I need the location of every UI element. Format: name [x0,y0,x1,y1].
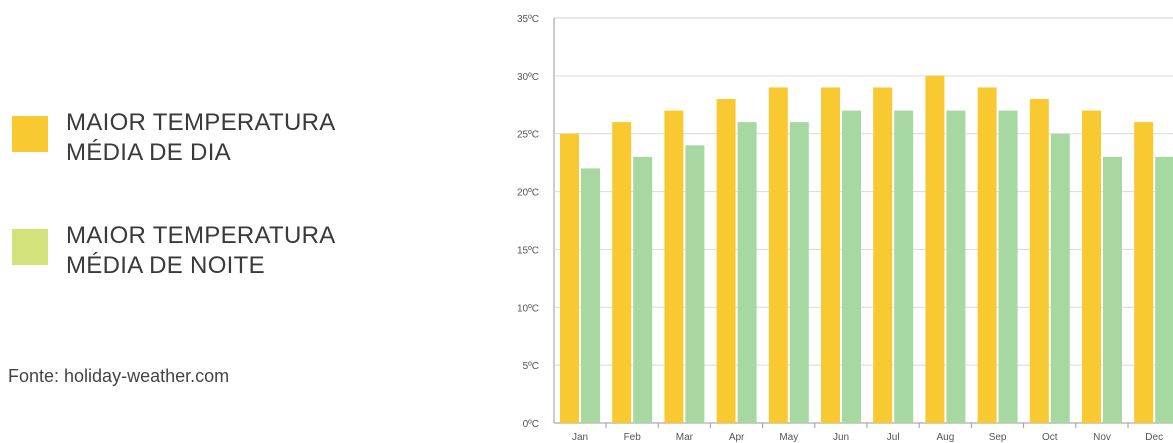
bar [998,110,1018,424]
legend: MAIOR TEMPERATURA MÉDIA DE DIA MAIOR TEM… [12,108,432,334]
bar [1029,99,1049,423]
y-tick-label: 0ºC [523,419,539,430]
legend-swatch-night [12,229,48,265]
legend-label-day: MAIOR TEMPERATURA MÉDIA DE DIA [66,108,336,168]
temperature-bar-chart: 0ºC 5ºC 10ºC 15ºC 20ºC 25ºC 30ºC 35ºC Jan Feb Mar A… [517,14,1173,443]
x-tick-label: Mar [676,432,694,443]
bar [768,87,788,423]
bar [1050,133,1070,423]
legend-item-night: MAIOR TEMPERATURA MÉDIA DE NOITE [12,221,432,281]
source-note: Fonte: holiday-weather.com [8,366,230,386]
bar [633,156,653,423]
legend-label-night-line1: MAIOR TEMPERATURA [66,222,336,249]
legend-label-night: MAIOR TEMPERATURA MÉDIA DE NOITE [66,221,336,281]
bar [716,99,736,423]
x-tick-label: Aug [937,432,955,443]
x-tick-label: Oct [1042,432,1058,443]
bar [1134,122,1154,424]
legend-label-night-line2: MÉDIA DE NOITE [66,252,265,279]
y-tick-label: 20ºC [517,188,539,199]
legend-label-day-line1: MAIOR TEMPERATURA [66,109,336,136]
bar [946,110,966,424]
legend-item-day: MAIOR TEMPERATURA MÉDIA DE DIA [12,108,432,168]
bar [894,110,914,424]
bar [873,87,893,423]
bar [821,87,840,423]
x-tick-label: Jun [833,432,849,443]
bar [560,133,579,423]
y-tick-label: 30ºC [517,72,539,83]
legend-label-day-line2: MÉDIA DE DIA [66,139,231,166]
x-tick-label: Apr [729,432,745,443]
y-tick-label: 35ºC [517,14,539,25]
bar [842,110,861,424]
bar [925,75,945,423]
x-tick-label: Jan [572,432,588,443]
bar [612,122,632,424]
bar [737,122,757,424]
bar [664,110,684,424]
y-tick-label: 5ºC [523,361,539,372]
bar [789,122,809,424]
bar [977,87,997,423]
legend-swatch-day [12,116,48,152]
bar [1082,110,1101,424]
x-tick-label: Jul [887,432,900,443]
x-tick-label: Dec [1145,432,1163,443]
bar [685,145,705,424]
y-tick-label: 25ºC [517,130,539,141]
x-tick-label: May [779,432,798,443]
y-tick-label: 10ºC [517,303,539,314]
x-tick-label: Feb [624,432,642,443]
bar [581,168,600,423]
y-tick-label: 15ºC [517,245,539,256]
x-tick-label: Sep [989,432,1007,443]
bar [1155,156,1173,423]
x-tick-label: Nov [1093,432,1111,443]
bar [1103,156,1122,423]
